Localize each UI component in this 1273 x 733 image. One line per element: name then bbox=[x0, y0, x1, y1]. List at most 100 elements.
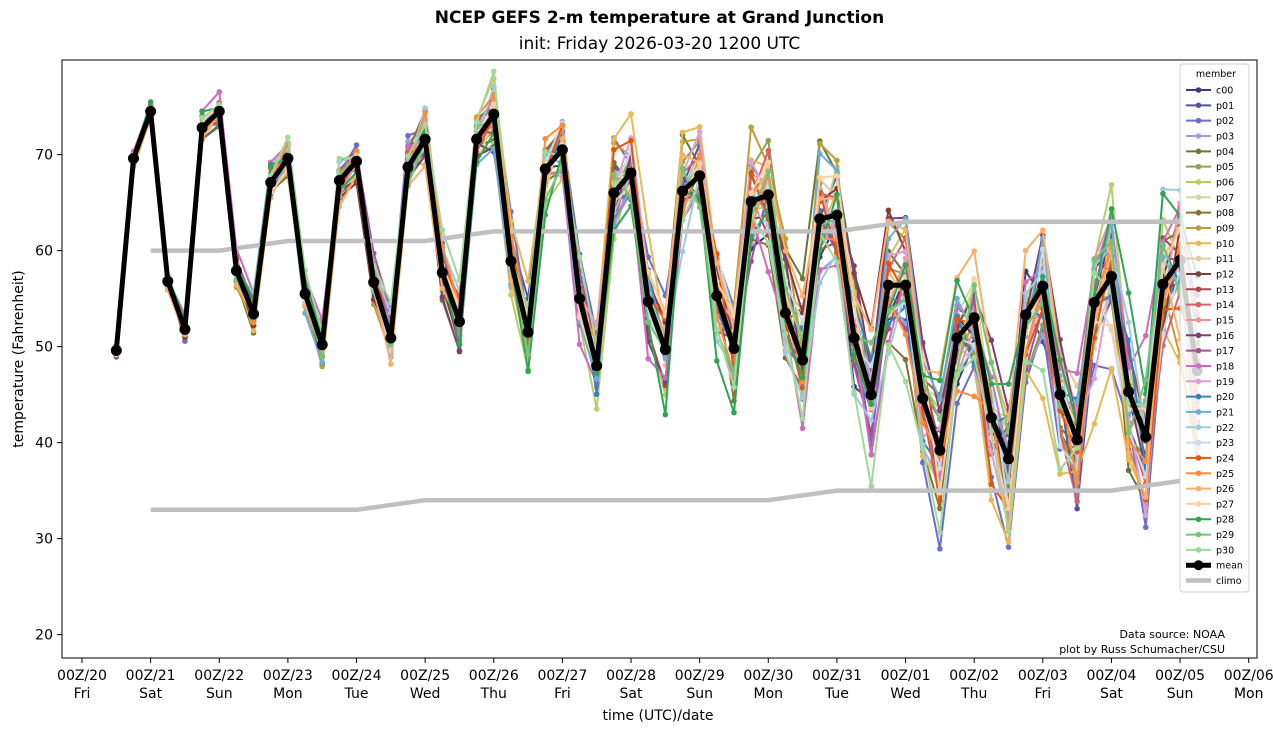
member-point-p30 bbox=[919, 446, 926, 452]
member-point-p21 bbox=[937, 396, 943, 403]
member-point-p30 bbox=[937, 529, 943, 536]
legend-label-climo: climo bbox=[1216, 576, 1242, 587]
member-point-p30 bbox=[971, 354, 977, 361]
member-point-p30 bbox=[439, 227, 446, 233]
legend-label-p10: p10 bbox=[1216, 239, 1234, 250]
member-point-p26 bbox=[1040, 227, 1046, 233]
mean-point bbox=[316, 339, 328, 351]
x-tick-label: 00Z/31 bbox=[812, 668, 862, 684]
mean-point bbox=[402, 161, 414, 173]
mean-point bbox=[865, 389, 877, 401]
member-point-p22 bbox=[782, 350, 789, 356]
member-point-p25 bbox=[799, 379, 806, 385]
member-point-p22 bbox=[1022, 290, 1029, 297]
member-point-p10 bbox=[679, 129, 686, 136]
legend-marker-p05 bbox=[1195, 163, 1202, 170]
member-point-p30 bbox=[799, 415, 806, 422]
member-point-p27 bbox=[834, 173, 840, 179]
legend-label-p05: p05 bbox=[1216, 162, 1234, 173]
member-point-p28 bbox=[525, 368, 531, 375]
member-point-p12 bbox=[885, 207, 892, 214]
legend-marker-p10 bbox=[1195, 240, 1202, 247]
member-point-p30 bbox=[285, 134, 291, 141]
mean-point bbox=[1037, 280, 1049, 292]
x-tick-daylabel: Sat bbox=[1100, 686, 1123, 702]
legend-label-p17: p17 bbox=[1216, 346, 1234, 357]
x-tick-daylabel: Mon bbox=[1234, 686, 1264, 702]
member-point-p26 bbox=[1022, 247, 1029, 254]
mean-point bbox=[1123, 386, 1135, 398]
mean-point bbox=[574, 293, 586, 305]
member-point-p20 bbox=[1125, 337, 1132, 343]
x-tick-label: 00Z/30 bbox=[743, 668, 793, 684]
member-point-p27 bbox=[851, 300, 857, 306]
member-point-p30 bbox=[1022, 357, 1029, 364]
member-point-p29 bbox=[765, 168, 772, 175]
legend-marker-p07 bbox=[1195, 194, 1202, 201]
mean-point bbox=[642, 295, 654, 307]
x-tick-label: 00Z/02 bbox=[949, 668, 999, 684]
legend-label-p24: p24 bbox=[1216, 453, 1234, 464]
member-point-p18 bbox=[1074, 370, 1080, 376]
mean-point bbox=[282, 152, 294, 164]
member-point-p14 bbox=[1074, 498, 1080, 505]
member-point-p18 bbox=[405, 143, 411, 150]
member-point-p02 bbox=[954, 400, 960, 407]
member-point-p10 bbox=[628, 111, 634, 117]
member-point-p10 bbox=[1057, 471, 1063, 477]
x-tick-label: 00Z/23 bbox=[263, 668, 313, 684]
mean-point bbox=[917, 392, 929, 404]
member-point-p24 bbox=[988, 481, 995, 487]
legend-marker-mean bbox=[1193, 560, 1204, 571]
member-point-p28 bbox=[662, 411, 669, 418]
member-point-p02 bbox=[353, 142, 360, 148]
legend-marker-p02 bbox=[1195, 117, 1202, 124]
mean-point bbox=[522, 326, 534, 338]
legend-label-p06: p06 bbox=[1216, 177, 1234, 188]
member-point-p28 bbox=[593, 370, 600, 376]
member-point-p27 bbox=[1160, 263, 1166, 269]
y-tick-label: 20 bbox=[35, 628, 53, 644]
member-point-p18 bbox=[645, 355, 651, 362]
member-point-p21 bbox=[834, 167, 840, 174]
chart-title: NCEP GEFS 2-m temperature at Grand Junct… bbox=[434, 8, 885, 28]
mean-point bbox=[556, 144, 568, 156]
member-point-p30 bbox=[405, 153, 411, 159]
member-point-p18 bbox=[1142, 332, 1149, 339]
member-point-p10 bbox=[696, 124, 703, 130]
member-point-p18 bbox=[662, 375, 669, 381]
legend-marker-p24 bbox=[1195, 455, 1202, 461]
member-point-p17 bbox=[868, 430, 875, 437]
climo-line-low bbox=[150, 478, 1181, 513]
legend-label-p26: p26 bbox=[1216, 484, 1234, 495]
mean-point bbox=[436, 267, 448, 279]
member-point-p22 bbox=[1160, 186, 1166, 192]
member-point-p19 bbox=[988, 448, 995, 455]
member-point-p25 bbox=[919, 420, 926, 426]
mean-point bbox=[1105, 271, 1117, 283]
member-point-p27 bbox=[971, 275, 977, 282]
mean-point bbox=[951, 332, 963, 344]
member-point-p10 bbox=[611, 136, 617, 142]
member-point-p23 bbox=[868, 362, 875, 369]
member-point-p16 bbox=[662, 379, 669, 386]
mean-point bbox=[230, 265, 242, 277]
x-tick-daylabel: Wed bbox=[890, 686, 921, 702]
x-tick-label: 00Z/06 bbox=[1224, 668, 1273, 684]
mean-point bbox=[110, 344, 122, 356]
member-point-p18 bbox=[765, 268, 772, 275]
member-point-p10 bbox=[250, 327, 257, 334]
mean-point bbox=[1088, 296, 1100, 308]
member-point-p25 bbox=[971, 393, 977, 400]
member-point-p26 bbox=[1142, 494, 1149, 501]
member-point-p10 bbox=[988, 497, 995, 503]
member-point-p26 bbox=[714, 260, 720, 266]
x-tick-label: 00Z/04 bbox=[1086, 668, 1136, 684]
x-tick-daylabel: Thu bbox=[480, 686, 507, 702]
legend-marker-c00 bbox=[1195, 87, 1202, 93]
member-point-p25 bbox=[902, 331, 909, 338]
mean-point bbox=[351, 155, 363, 167]
mean-point bbox=[814, 213, 826, 225]
x-tick-label: 00Z/05 bbox=[1155, 668, 1205, 684]
member-point-p29 bbox=[645, 319, 651, 325]
